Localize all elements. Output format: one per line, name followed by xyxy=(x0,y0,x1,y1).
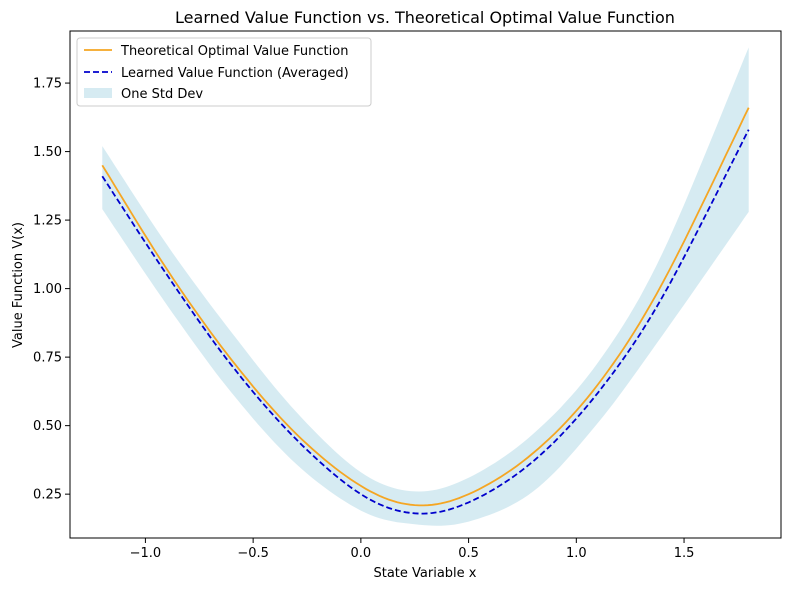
y-tick-label: 1.50 xyxy=(33,145,62,160)
x-tick-label: 1.0 xyxy=(566,546,587,561)
y-tick-label: 1.00 xyxy=(33,282,62,297)
series-line-learned xyxy=(101,129,750,515)
y-axis-label: Value Function V(x) xyxy=(11,222,26,348)
x-tick-label: 0.0 xyxy=(351,546,372,561)
legend-swatch-std-dev xyxy=(84,88,112,98)
chart-title: Learned Value Function vs. Theoretical O… xyxy=(175,8,675,27)
y-tick-label: 0.75 xyxy=(33,351,62,366)
legend-label-std-dev: One Std Dev xyxy=(121,87,203,102)
plot-frame xyxy=(69,30,782,539)
x-axis-label: State Variable x xyxy=(373,566,476,581)
x-axis: −1.0 −0.5 0.0 0.5 1.0 1.5 xyxy=(130,538,695,561)
legend: Theoretical Optimal Value Function Learn… xyxy=(76,37,372,107)
legend-label-theoretical: Theoretical Optimal Value Function xyxy=(120,44,348,59)
series-line-theoretical xyxy=(101,107,750,507)
y-tick-label: 1.75 xyxy=(33,77,62,92)
y-axis: 0.25 0.50 0.75 1.00 1.25 1.50 1.75 xyxy=(33,77,70,503)
x-tick-label: −0.5 xyxy=(237,546,269,561)
legend-label-learned: Learned Value Function (Averaged) xyxy=(121,66,349,81)
plot-area xyxy=(101,47,750,526)
std-dev-band xyxy=(102,47,749,526)
y-tick-label: 1.25 xyxy=(33,214,62,229)
y-tick-label: 0.50 xyxy=(33,419,62,434)
y-tick-label: 0.25 xyxy=(33,488,62,503)
x-tick-label: −1.0 xyxy=(130,546,162,561)
x-tick-label: 0.5 xyxy=(458,546,479,561)
legend-box xyxy=(76,37,372,107)
x-tick-label: 1.5 xyxy=(674,546,695,561)
